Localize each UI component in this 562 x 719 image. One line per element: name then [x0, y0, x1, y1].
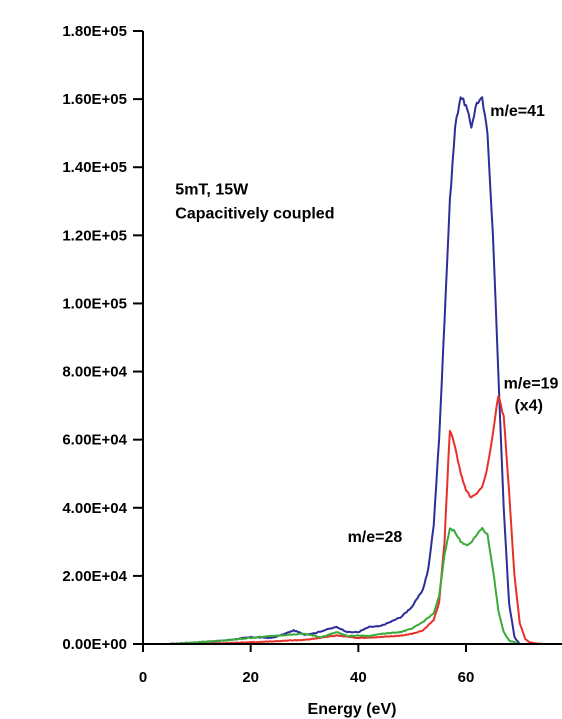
- annotation-m28: m/e=28: [348, 529, 403, 546]
- series-line-m41: [169, 96, 521, 645]
- x-ticks: 0 20 40 60: [139, 644, 475, 686]
- y-ticks: 0.00E+00 2.00E+04 4.00E+04 6.00E+04 8.00E+04…: [62, 23, 143, 653]
- y-tick-label: 1.40E+05: [62, 159, 127, 176]
- y-tick-label: 1.80E+05: [62, 23, 127, 40]
- y-tick-label: 1.60E+05: [62, 91, 127, 108]
- y-tick-label: 0.00E+00: [62, 636, 127, 653]
- x-tick-label: 0: [139, 669, 147, 686]
- annotations: 5mT, 15W Capacitively coupled m/e=41 m/e=19…: [175, 103, 558, 546]
- series-line-m28: [169, 526, 521, 645]
- x-axis-title: Energy (eV): [308, 701, 397, 718]
- y-tick-label: 1.00E+05: [62, 295, 127, 312]
- axes-layer: [142, 31, 562, 645]
- y-tick-label: 1.20E+05: [62, 227, 127, 244]
- annotation-m41: m/e=41: [490, 103, 545, 120]
- annotation-conditions-2: Capacitively coupled: [175, 205, 334, 222]
- annotation-conditions-1: 5mT, 15W: [175, 181, 249, 198]
- y-tick-label: 6.00E+04: [62, 432, 127, 449]
- series-layer: [169, 96, 562, 645]
- x-tick-label: 40: [350, 669, 367, 686]
- x-tick-label: 60: [458, 669, 475, 686]
- y-tick-label: 2.00E+04: [62, 568, 127, 585]
- y-tick-label: 4.00E+04: [62, 500, 127, 517]
- annotation-m19-scale: (x4): [514, 398, 542, 415]
- series-line-m19: [169, 395, 562, 645]
- x-tick-label: 20: [242, 669, 259, 686]
- y-tick-label: 8.00E+04: [62, 364, 127, 381]
- annotation-m19: m/e=19: [504, 376, 559, 393]
